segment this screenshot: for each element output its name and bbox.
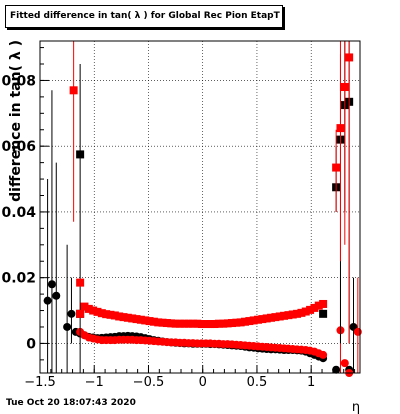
data-point-square	[280, 311, 289, 320]
data-point-square	[297, 308, 306, 317]
data-point-square	[76, 150, 85, 159]
data-point-square	[167, 319, 176, 328]
x-tick-label: −1	[85, 375, 104, 390]
y-axis-label: difference in tan( λ )	[8, 40, 24, 202]
data-point-square	[141, 316, 150, 325]
data-point-square	[145, 317, 154, 326]
data-point-square	[97, 309, 106, 318]
y-tick-label: 0	[26, 336, 36, 352]
data-point-circle	[52, 291, 61, 300]
data-point-square	[110, 311, 119, 320]
data-point-square	[262, 314, 271, 323]
data-point-circle	[67, 309, 76, 318]
data-point-circle	[63, 322, 72, 331]
data-point-square	[175, 319, 184, 328]
data-point-square	[149, 317, 158, 326]
data-point-square	[271, 313, 280, 322]
data-point-square	[206, 320, 215, 329]
data-point-square	[89, 306, 98, 315]
y-tick-label: 0.04	[1, 205, 36, 221]
x-tick-label: 1	[307, 375, 315, 390]
data-point-square	[267, 313, 276, 322]
x-tick-label: −0.5	[133, 375, 165, 390]
data-point-square	[306, 305, 315, 314]
data-point-square	[332, 163, 341, 172]
data-point-square	[340, 83, 349, 92]
data-point-circle	[47, 280, 56, 289]
data-point-square	[128, 314, 137, 323]
axes: −1.5 −1 −0.5 0 0.5 1 0 0.02 0.04 0.06 0.08	[1, 47, 356, 390]
data-point-square	[293, 309, 302, 318]
data-point-circle	[43, 296, 52, 305]
data-point-square	[188, 319, 197, 328]
data-point-square	[154, 318, 163, 327]
data-point-square	[193, 319, 202, 328]
data-point-square	[171, 319, 180, 328]
data-point-square	[236, 318, 245, 327]
data-point-square	[228, 319, 236, 328]
y-tick-label: 0.08	[1, 73, 36, 89]
data-point-square	[245, 317, 254, 326]
data-point-square	[106, 310, 115, 319]
data-point-square	[214, 319, 223, 328]
y-tick-label: 0.06	[1, 139, 36, 155]
data-point-square	[136, 315, 145, 324]
footer-date: Tue Oct 20 18:07:43 2020	[6, 398, 136, 408]
chart-title: Fitted difference in tan( λ ) for Global…	[5, 5, 283, 28]
data-point-square	[180, 319, 189, 328]
data-point-square	[284, 311, 293, 320]
x-tick-label: 0	[199, 375, 207, 390]
x-axis-label: η	[352, 400, 360, 414]
data-point-square	[93, 307, 102, 316]
data-point-square	[76, 278, 85, 287]
data-point-square	[76, 309, 85, 318]
data-point-square	[301, 307, 310, 316]
data-point-circle	[319, 350, 328, 359]
data-point-square	[201, 320, 210, 329]
data-point-square	[84, 304, 93, 313]
x-tick-label: 0.5	[247, 375, 268, 390]
data-point-square	[319, 309, 328, 318]
data-point-square	[319, 299, 328, 308]
data-point-square	[119, 313, 128, 322]
data-point-square	[162, 319, 171, 328]
data-point-square	[310, 303, 319, 312]
data-point-square	[345, 53, 354, 62]
data-point-square	[184, 319, 193, 328]
data-point-square	[232, 318, 241, 327]
data-point-square	[115, 312, 124, 321]
data-point-square	[197, 320, 206, 329]
plot-frame	[39, 40, 361, 374]
data-point-square	[132, 315, 141, 324]
data-point-square	[123, 313, 132, 322]
data-point-square	[314, 301, 323, 310]
data-point-square	[336, 124, 345, 133]
data-point-square	[69, 86, 78, 95]
data-point-square	[219, 319, 228, 328]
series-layer	[43, 41, 362, 377]
data-point-square	[254, 315, 263, 324]
data-point-circle	[353, 327, 362, 336]
data-point-square	[210, 320, 219, 329]
data-point-square	[275, 312, 284, 321]
x-tick-label: −1.5	[24, 375, 56, 390]
data-point-square	[223, 319, 232, 328]
data-point-square	[258, 315, 267, 324]
data-point-square	[102, 310, 111, 319]
data-point-circle	[332, 365, 341, 374]
data-point-circle	[340, 359, 349, 368]
y-tick-label: 0.02	[1, 271, 36, 287]
data-point-square	[158, 318, 167, 327]
data-point-square	[80, 302, 89, 311]
data-point-square	[241, 317, 250, 326]
data-point-square	[288, 310, 297, 319]
data-point-square	[249, 316, 258, 325]
